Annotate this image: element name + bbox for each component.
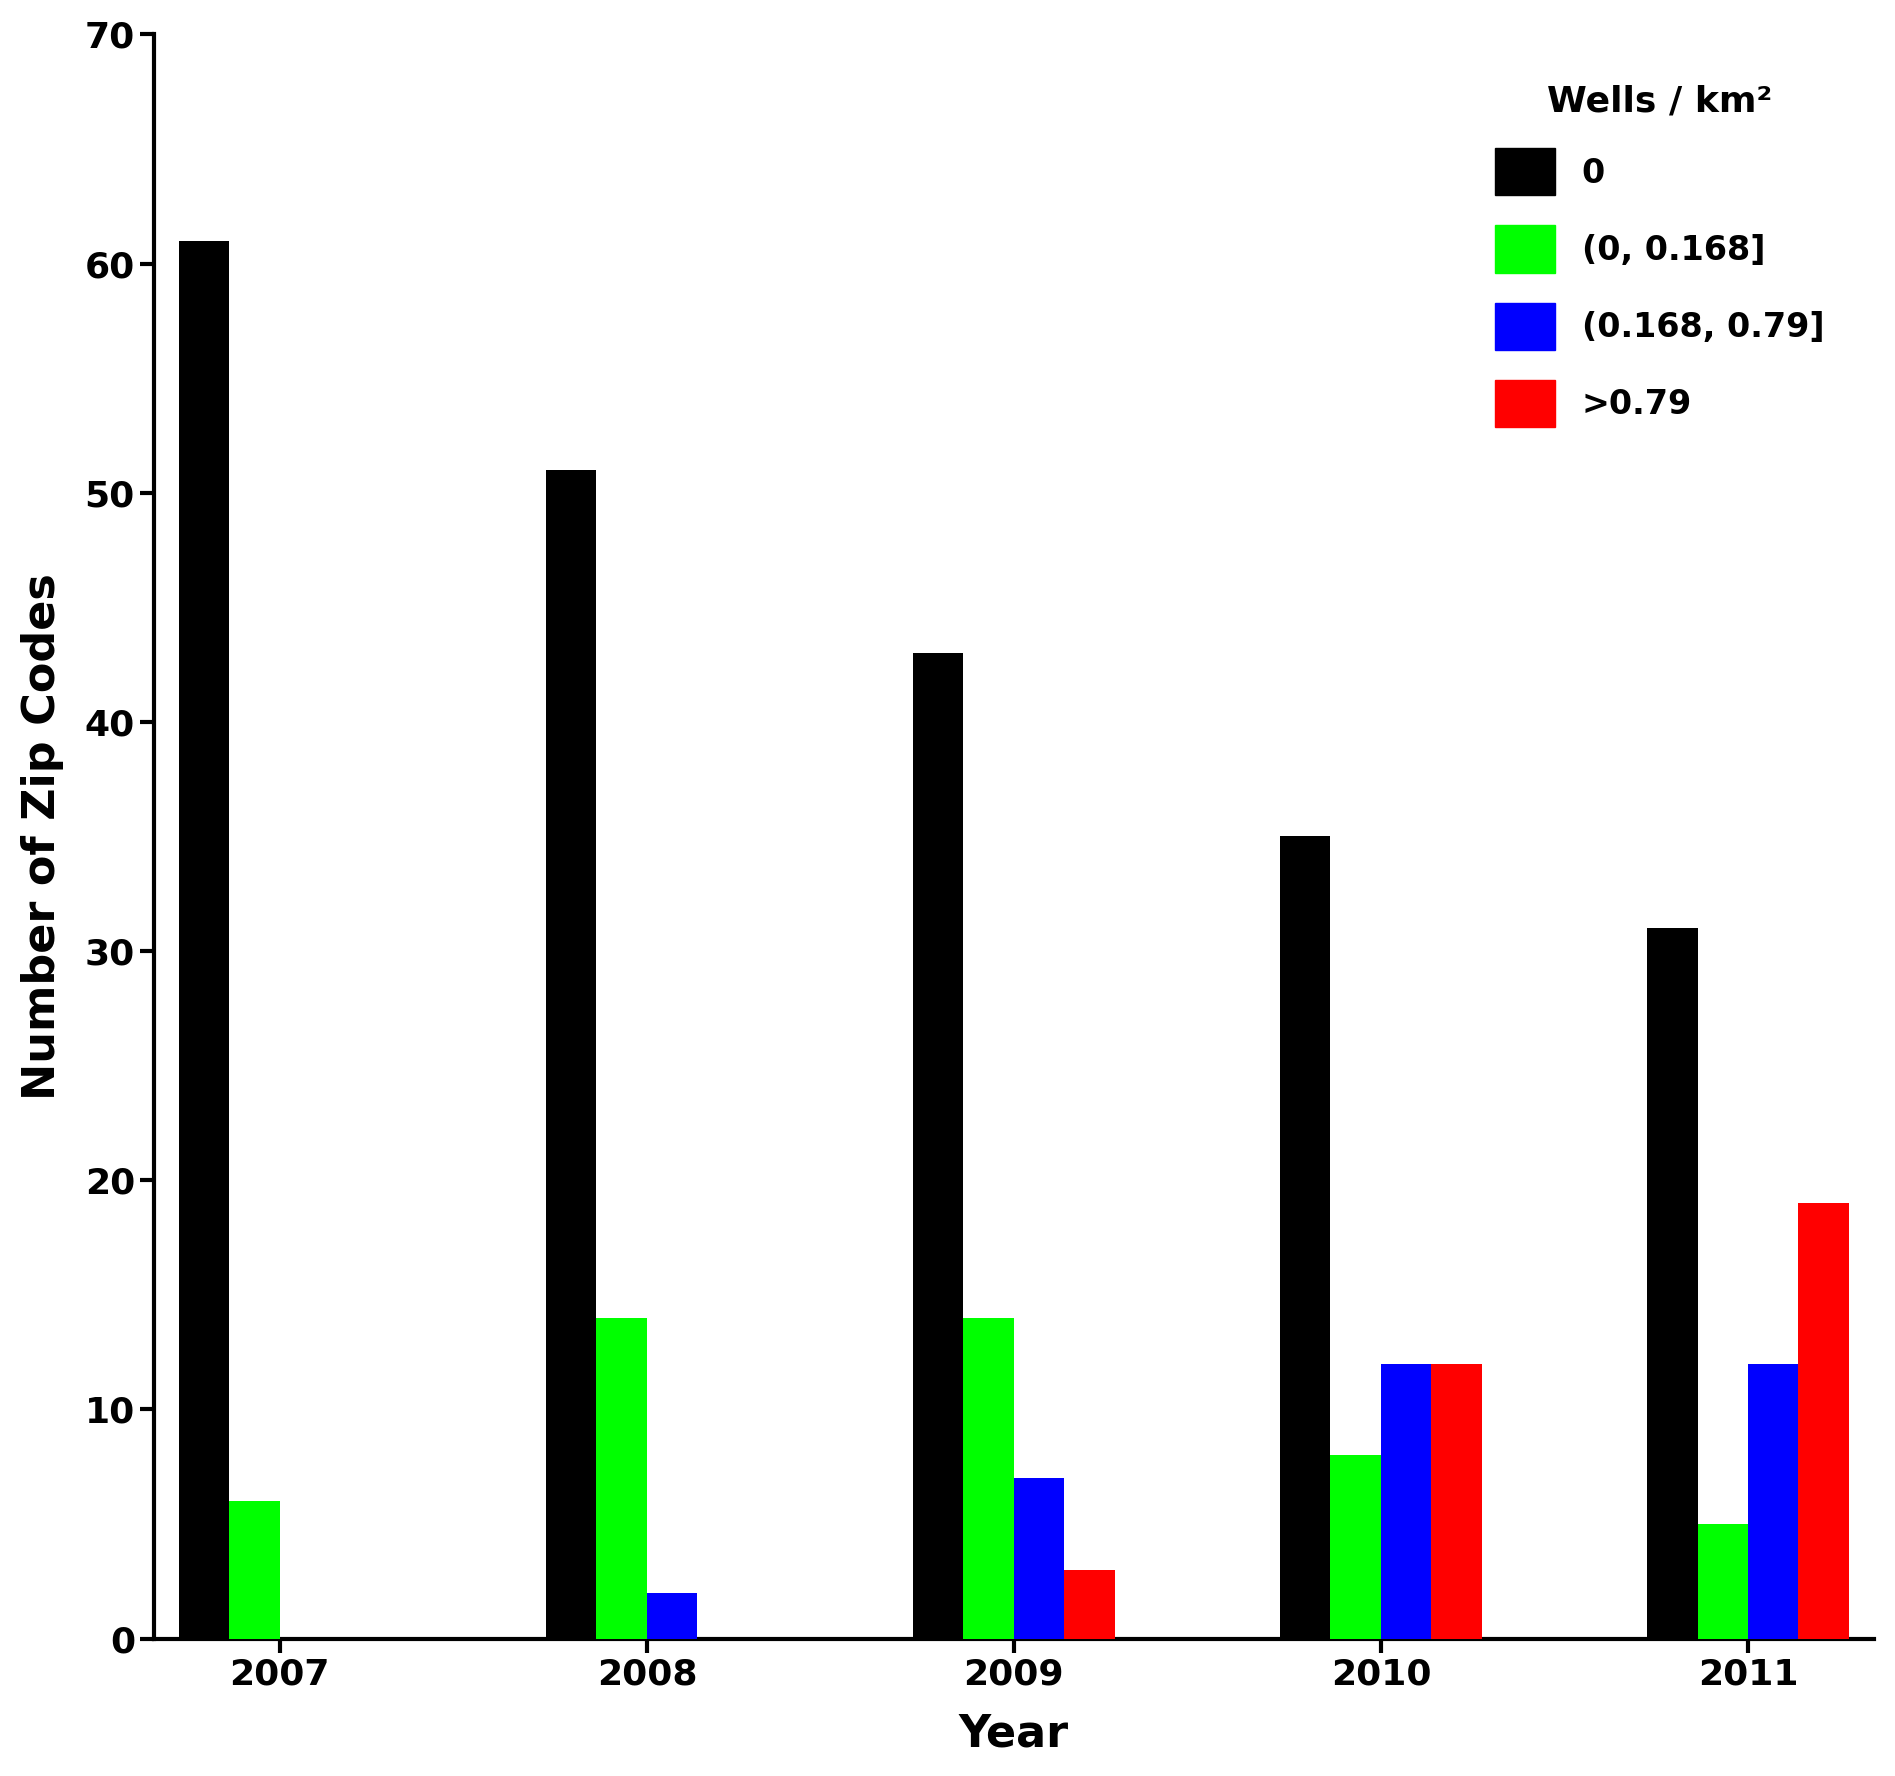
Bar bbox=[1014, 1478, 1065, 1639]
Bar bbox=[1747, 1364, 1798, 1639]
Bar bbox=[178, 240, 229, 1639]
X-axis label: Year: Year bbox=[959, 1712, 1069, 1755]
Bar bbox=[1381, 1364, 1431, 1639]
Legend: 0, (0, 0.168], (0.168, 0.79], >0.79: 0, (0, 0.168], (0.168, 0.79], >0.79 bbox=[1461, 52, 1857, 460]
Bar bbox=[597, 1318, 646, 1639]
Bar bbox=[1698, 1524, 1747, 1639]
Bar bbox=[1647, 929, 1698, 1639]
Bar bbox=[1065, 1570, 1114, 1639]
Bar bbox=[1798, 1202, 1850, 1639]
Bar bbox=[1279, 836, 1330, 1639]
Bar bbox=[546, 471, 597, 1639]
Bar bbox=[646, 1593, 697, 1639]
Bar bbox=[913, 654, 963, 1639]
Bar bbox=[1330, 1455, 1381, 1639]
Bar bbox=[963, 1318, 1014, 1639]
Bar bbox=[229, 1501, 280, 1639]
Y-axis label: Number of Zip Codes: Number of Zip Codes bbox=[21, 574, 64, 1099]
Bar bbox=[1431, 1364, 1482, 1639]
